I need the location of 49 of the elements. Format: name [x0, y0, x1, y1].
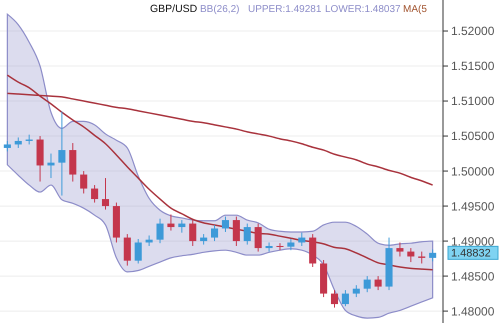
annotation: LOWER:1.48037	[325, 4, 402, 15]
candlestick	[4, 140, 11, 152]
line-series	[6, 74, 434, 271]
candlestick	[244, 223, 251, 246]
candlestick	[222, 216, 229, 232]
candlestick	[200, 234, 208, 246]
candlestick	[124, 234, 131, 266]
candlestick	[254, 223, 262, 252]
candlestick	[14, 136, 22, 148]
candlestick	[429, 248, 436, 262]
chart-title: GBP/USD	[150, 3, 198, 15]
candlestick	[374, 276, 382, 291]
candlestick	[189, 220, 196, 246]
y-tick-label: 1.52000	[451, 24, 495, 38]
candlestick	[342, 290, 349, 307]
y-tick-label: 1.51500	[451, 59, 495, 74]
candlestick	[80, 170, 88, 194]
annotation: MA(5	[403, 4, 428, 15]
candlestick	[156, 218, 164, 244]
candlestick	[211, 224, 218, 242]
y-tick-label: 1.48000	[451, 304, 495, 318]
candlestick	[352, 284, 360, 298]
y-tick-label: 1.48500	[451, 269, 495, 284]
annotation: UPPER:1.49281	[248, 4, 322, 15]
candlestick	[418, 251, 426, 264]
candlestick	[298, 232, 306, 246]
candlestick	[232, 216, 240, 246]
candlestick	[178, 220, 186, 234]
text: 1.48832	[451, 248, 491, 260]
y-tick-label: 1.49000	[451, 234, 495, 248]
candlestick	[134, 238, 142, 264]
candlestick	[287, 238, 294, 251]
candlestick	[58, 111, 66, 196]
y-tick-label: 1.51000	[451, 94, 495, 108]
annotation: BB(26,2)	[200, 4, 240, 15]
candlestick	[364, 276, 371, 293]
y-tick-label: 1.49500	[451, 199, 495, 214]
y-tick-label: 1.50500	[451, 129, 495, 144]
candlestick	[330, 290, 338, 308]
candlestick	[266, 242, 273, 252]
candlestick	[407, 248, 414, 263]
candlestick	[146, 234, 153, 246]
candlestick	[102, 178, 110, 210]
candlestick	[26, 134, 33, 145]
y-tick-label: 1.50000	[451, 164, 495, 178]
candlestick	[167, 214, 174, 232]
candlestick	[91, 184, 98, 204]
candlestick	[47, 153, 55, 179]
candlestick	[396, 242, 404, 257]
